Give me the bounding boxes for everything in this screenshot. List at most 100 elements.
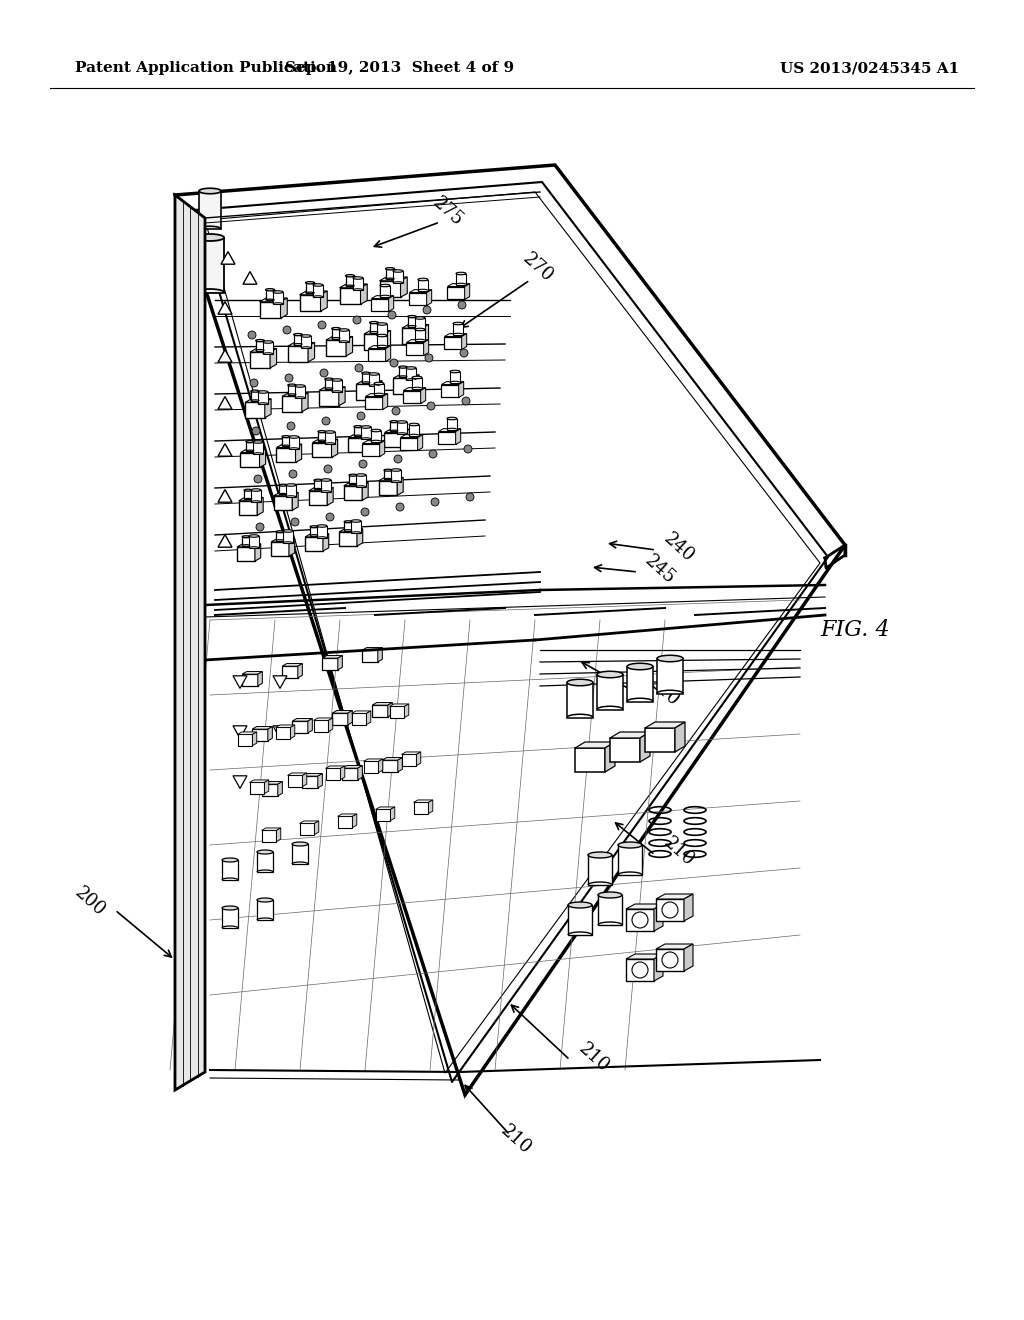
Polygon shape xyxy=(414,800,433,803)
Polygon shape xyxy=(239,500,257,515)
Ellipse shape xyxy=(384,469,392,471)
Polygon shape xyxy=(356,475,366,487)
Polygon shape xyxy=(610,733,650,738)
Polygon shape xyxy=(409,425,419,436)
Polygon shape xyxy=(427,289,432,305)
Ellipse shape xyxy=(286,483,296,486)
Ellipse shape xyxy=(332,327,340,330)
Polygon shape xyxy=(459,381,464,397)
Polygon shape xyxy=(302,776,317,788)
Polygon shape xyxy=(684,894,693,921)
Polygon shape xyxy=(305,282,314,293)
Ellipse shape xyxy=(276,531,284,533)
Polygon shape xyxy=(366,396,383,409)
Polygon shape xyxy=(575,742,615,748)
Polygon shape xyxy=(401,752,421,755)
Polygon shape xyxy=(259,298,288,302)
Circle shape xyxy=(322,417,330,425)
Ellipse shape xyxy=(244,490,252,491)
Ellipse shape xyxy=(409,424,419,426)
Polygon shape xyxy=(282,437,290,446)
Polygon shape xyxy=(326,766,345,768)
Polygon shape xyxy=(312,440,338,442)
Polygon shape xyxy=(270,348,276,368)
Ellipse shape xyxy=(294,334,302,335)
Polygon shape xyxy=(308,342,314,362)
Polygon shape xyxy=(371,430,381,441)
Polygon shape xyxy=(313,721,329,731)
Circle shape xyxy=(252,426,260,436)
Ellipse shape xyxy=(317,430,326,433)
Polygon shape xyxy=(313,718,333,721)
Ellipse shape xyxy=(377,323,387,325)
Text: 200: 200 xyxy=(72,884,109,920)
Polygon shape xyxy=(249,536,259,548)
Circle shape xyxy=(427,403,435,411)
Circle shape xyxy=(466,492,474,502)
Ellipse shape xyxy=(292,842,308,846)
Polygon shape xyxy=(376,809,390,821)
Polygon shape xyxy=(279,486,287,495)
Polygon shape xyxy=(239,498,263,500)
Polygon shape xyxy=(444,334,467,337)
Polygon shape xyxy=(421,388,426,404)
Ellipse shape xyxy=(361,426,371,428)
Polygon shape xyxy=(292,492,298,511)
Polygon shape xyxy=(271,539,295,543)
Circle shape xyxy=(394,455,402,463)
Circle shape xyxy=(431,498,439,506)
Polygon shape xyxy=(441,384,459,397)
Polygon shape xyxy=(410,289,432,293)
Circle shape xyxy=(254,475,262,483)
Polygon shape xyxy=(397,758,402,772)
Polygon shape xyxy=(218,301,232,314)
Polygon shape xyxy=(422,325,429,345)
Polygon shape xyxy=(328,487,333,506)
Ellipse shape xyxy=(305,281,314,284)
Polygon shape xyxy=(175,195,205,1090)
Polygon shape xyxy=(276,444,302,447)
Polygon shape xyxy=(400,437,418,450)
Polygon shape xyxy=(323,533,329,550)
Polygon shape xyxy=(265,399,271,417)
Polygon shape xyxy=(283,396,302,412)
Polygon shape xyxy=(414,803,428,813)
Text: 275: 275 xyxy=(429,194,467,230)
Polygon shape xyxy=(289,539,295,556)
Polygon shape xyxy=(656,894,693,899)
Polygon shape xyxy=(605,742,615,772)
Polygon shape xyxy=(268,726,272,741)
Polygon shape xyxy=(389,296,393,312)
Polygon shape xyxy=(257,851,273,873)
Ellipse shape xyxy=(242,536,250,537)
Polygon shape xyxy=(339,529,362,532)
Polygon shape xyxy=(351,711,371,713)
Polygon shape xyxy=(275,725,295,727)
Polygon shape xyxy=(308,718,312,733)
Polygon shape xyxy=(361,374,371,383)
Circle shape xyxy=(289,470,297,478)
Circle shape xyxy=(291,517,299,525)
Polygon shape xyxy=(243,675,258,686)
Polygon shape xyxy=(289,437,299,449)
Polygon shape xyxy=(645,729,675,752)
Polygon shape xyxy=(340,284,368,288)
Polygon shape xyxy=(380,277,408,281)
Polygon shape xyxy=(610,738,640,762)
Polygon shape xyxy=(329,718,333,731)
Polygon shape xyxy=(259,449,265,467)
Polygon shape xyxy=(348,710,352,725)
Polygon shape xyxy=(273,676,287,689)
Polygon shape xyxy=(332,440,338,458)
Polygon shape xyxy=(319,391,339,405)
Polygon shape xyxy=(640,733,650,762)
Polygon shape xyxy=(342,766,362,768)
Circle shape xyxy=(396,503,404,511)
Ellipse shape xyxy=(345,275,354,277)
Polygon shape xyxy=(401,325,429,329)
Polygon shape xyxy=(256,341,264,351)
Polygon shape xyxy=(175,165,845,1096)
Polygon shape xyxy=(252,726,272,729)
Polygon shape xyxy=(222,861,238,880)
Polygon shape xyxy=(326,337,352,341)
